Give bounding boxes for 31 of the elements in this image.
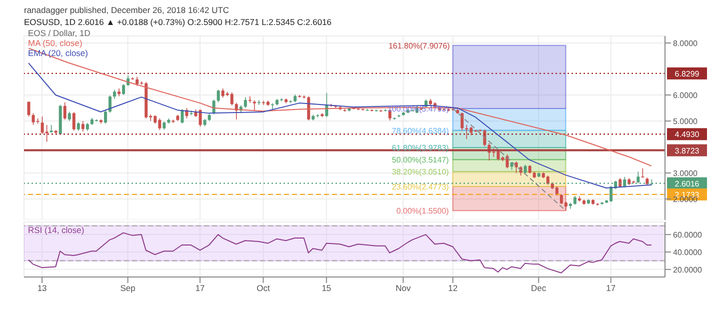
ref-line-label: 6.8299 [674,69,700,78]
ref-line-label: 2.6016 [674,179,700,188]
chart-subtitle: EOSUSD, 1D 2.6016 ▲ +0.0188 (+0.73%) O:2.5900 H:2.7571 L:2.5345 C:2.6016 [24,17,332,27]
x-tick-label: Sep [120,283,136,294]
y-tick-label: 3.0000 [673,168,698,178]
band-label: 78.60%(4.6384) [392,126,450,136]
x-tick-label: 12 [448,283,458,294]
x-tick-label: 17 [606,283,616,294]
series-label: MA (50, close) [28,38,84,48]
y-tick-label: 5.0000 [673,116,698,126]
text: RSI (14, close) [28,225,84,235]
x-tick-label: Oct [256,283,270,294]
y-tick-label: 8.0000 [673,38,698,48]
x-tick-label: Dec [531,283,547,294]
band-label: 50.00%(3.5147) [392,156,450,165]
x-tick-label: 13 [37,283,48,294]
y-tick-label: 40.0000 [673,248,702,257]
band-label: 23.60%(2.4773) [392,182,450,192]
x-tick-label: Nov [396,283,412,294]
band-label: 0.00%(1.5500) [396,206,450,216]
y-tick-label: 6.0000 [673,90,698,100]
ref-line-label: 4.4930 [674,130,700,140]
y-tick-label: 20.0000 [673,265,702,274]
y-tick-label: 60.0000 [673,230,702,240]
legend-title: EOS / Dollar, 1D [28,28,90,38]
annotation: 161.80%(7.9076) [388,41,450,50]
ref-line-label: 3.8723 [674,146,700,156]
x-tick-label: 15 [322,283,332,294]
x-tick-label: 17 [195,283,206,294]
chart-title: ranadagger published, December 26, 2018 16:42 UTC [24,5,230,15]
band-label: 38.20%(3.0510) [392,168,450,177]
